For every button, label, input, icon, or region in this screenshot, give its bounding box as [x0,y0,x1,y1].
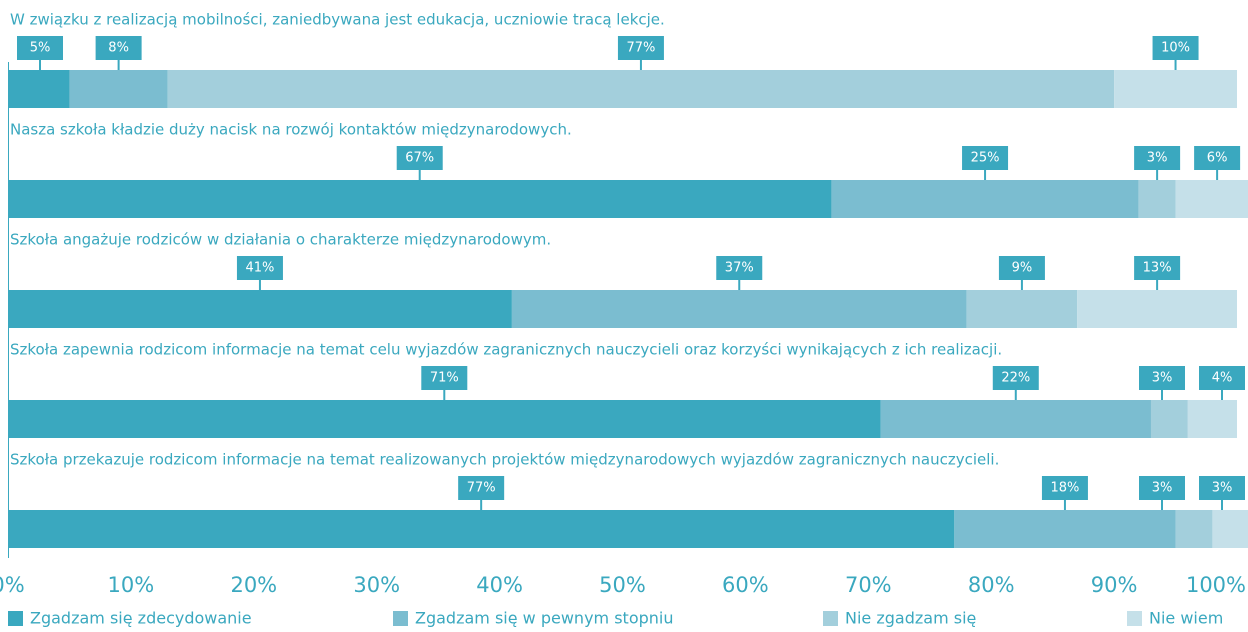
bars [8,70,1248,548]
value-label: 3% [1152,371,1173,386]
value-label-box [17,36,63,60]
value-label: 41% [245,261,274,276]
value-label: 3% [1212,481,1233,496]
value-label: 3% [1152,481,1173,496]
value-label: 77% [467,481,496,496]
x-tick-label: 60% [722,573,769,597]
x-tick-label: 80% [968,573,1015,597]
bar-segment [954,510,1176,548]
value-label: 25% [971,151,1000,166]
bar-segment [1212,510,1248,548]
x-tick-label: 50% [599,573,646,597]
row-title: Szkoła angażuje rodziców w działania o c… [10,231,551,249]
value-label-box [458,476,505,500]
value-label-box [962,146,1009,170]
x-tick-label: 10% [108,573,155,597]
bar-segment [167,70,1115,108]
x-tick-label: 0% [0,573,25,597]
legend-swatch [823,611,838,626]
bar-segment [8,70,70,108]
value-label-box [1134,146,1181,170]
value-label-box [992,366,1039,390]
bar-segment [966,290,1078,328]
bar-segment [880,400,1151,438]
value-label-box [1199,366,1245,390]
legend-swatch [393,611,408,626]
row-title: Szkoła zapewnia rodzicom informacje na t… [10,341,1002,359]
bar-segment [1150,400,1188,438]
bar-segment [1187,400,1237,438]
row-title: W związku z realizacją mobilności, zanie… [10,11,665,29]
value-label: 37% [725,261,754,276]
x-tick-label: 40% [476,573,523,597]
value-label-box [1152,36,1199,60]
x-tick-label: 30% [353,573,400,597]
bar-segment [1175,180,1248,218]
bar-segment [8,290,512,328]
bar-segment [8,180,832,218]
value-label-box [236,256,283,280]
value-label-box [1199,476,1245,500]
legend-label: Zgadzam się zdecydowanie [30,609,252,628]
x-tick-label: 20% [230,573,277,597]
value-label-box [1194,146,1241,170]
value-label-box [1134,256,1181,280]
bar-segment [1077,290,1237,328]
value-label: 71% [430,371,459,386]
value-label: 67% [405,151,434,166]
value-label-box [421,366,468,390]
bar-segment [831,180,1139,218]
legend-label: Nie wiem [1149,609,1223,628]
bar-segment [1114,70,1237,108]
bar-segment [1138,180,1176,218]
x-tick-label: 70% [845,573,892,597]
value-label: 5% [30,41,51,56]
value-label: 77% [626,41,655,56]
value-label-box [396,146,443,170]
value-label: 3% [1147,151,1168,166]
x-tick-label: 100% [1186,573,1246,597]
legend-label: Nie zgadzam się [845,609,976,628]
bar-segment [8,510,955,548]
value-label-box [1041,476,1088,500]
value-label: 8% [108,41,129,56]
legend-swatch [1127,611,1142,626]
bar-segment [1175,510,1213,548]
bar-segment [69,70,168,108]
row-title: Nasza szkoła kładzie duży nacisk na rozw… [10,121,572,139]
value-label-box [1139,476,1185,500]
legend-swatch [8,611,23,626]
value-label: 22% [1001,371,1030,386]
value-label: 10% [1161,41,1190,56]
x-tick-label: 90% [1091,573,1138,597]
legend-label: Zgadzam się w pewnym stopniu [415,609,673,628]
bar-segment [511,290,967,328]
value-label-box [1139,366,1185,390]
bar-segment [8,400,881,438]
value-label: 18% [1050,481,1079,496]
value-label-box [95,36,142,60]
value-label: 9% [1012,261,1033,276]
value-label-box [716,256,763,280]
value-label: 4% [1212,371,1233,386]
value-label-box [998,256,1045,280]
value-label: 13% [1143,261,1172,276]
value-label: 6% [1207,151,1228,166]
row-title: Szkoła przekazuje rodzicom informacje na… [10,451,999,469]
value-label-box [617,36,664,60]
